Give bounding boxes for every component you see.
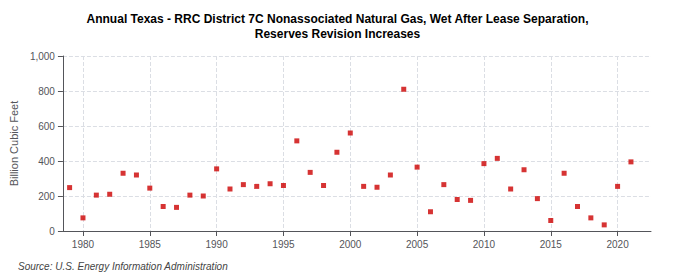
- svg-text:1980: 1980: [72, 239, 95, 250]
- svg-text:600: 600: [38, 121, 55, 132]
- svg-text:2010: 2010: [473, 239, 496, 250]
- svg-text:2020: 2020: [606, 239, 629, 250]
- svg-text:200: 200: [38, 191, 55, 202]
- svg-text:2015: 2015: [540, 239, 563, 250]
- svg-text:1995: 1995: [272, 239, 295, 250]
- svg-text:400: 400: [38, 156, 55, 167]
- svg-text:Annual Texas - RRC District 7C: Annual Texas - RRC District 7C Nonassoci…: [87, 12, 589, 26]
- svg-text:1985: 1985: [139, 239, 162, 250]
- svg-text:1990: 1990: [206, 239, 229, 250]
- svg-text:Reserves Revision Increases: Reserves Revision Increases: [255, 27, 421, 41]
- svg-text:Source: U.S. Energy Informatio: Source: U.S. Energy Information Administ…: [18, 261, 228, 272]
- svg-text:2005: 2005: [406, 239, 429, 250]
- svg-text:0: 0: [49, 226, 55, 237]
- svg-text:1,000: 1,000: [30, 51, 55, 62]
- svg-text:2000: 2000: [339, 239, 362, 250]
- svg-text:Billion Cubic Feet: Billion Cubic Feet: [8, 101, 20, 187]
- svg-text:800: 800: [38, 86, 55, 97]
